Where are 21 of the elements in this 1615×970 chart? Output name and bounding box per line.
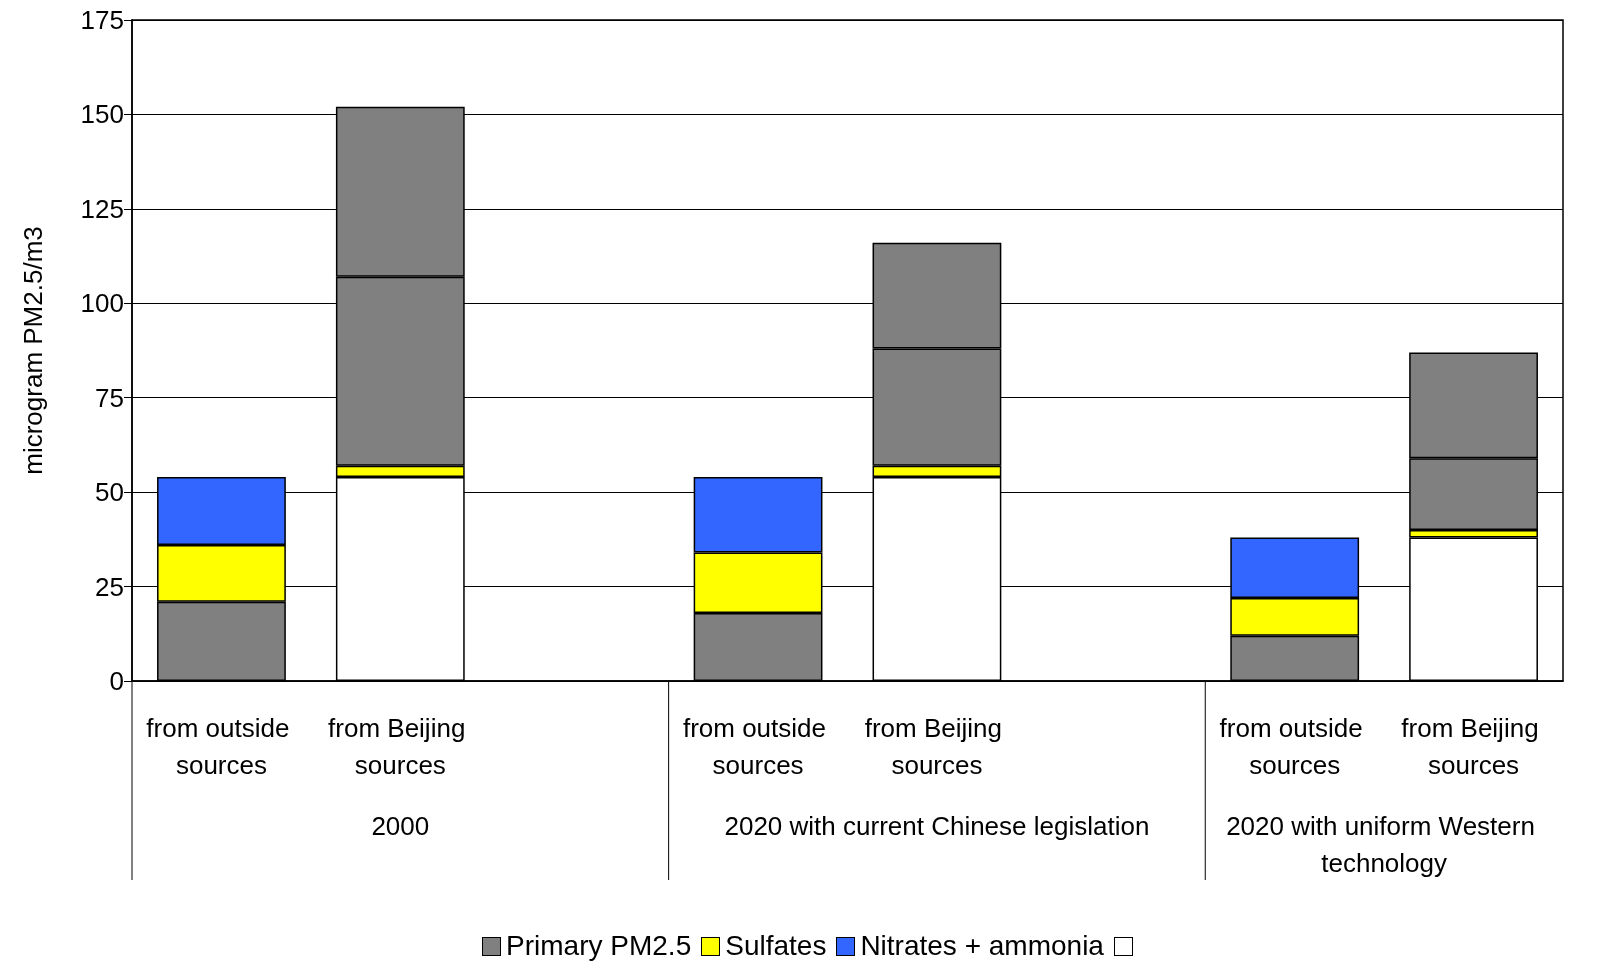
y-tick-label: 0 <box>109 666 124 696</box>
text: 2020 with current Chinese legislation <box>724 810 1150 841</box>
legend-label: Nitrates + ammonia <box>860 930 1104 962</box>
text: 2000 <box>371 810 430 841</box>
y-tick-label: 25 <box>95 571 124 602</box>
y-axis-title: microgram PM2.5/m3 <box>18 226 48 475</box>
legend-label: Sulfates <box>725 930 827 962</box>
y-tick-label: 150 <box>80 99 124 130</box>
legend-label: Primary PM2.5 <box>506 930 692 962</box>
y-tick-label: 50 <box>95 477 124 508</box>
x-tick-label: from Beijing sources <box>1401 712 1546 780</box>
y-tick-label: 100 <box>80 288 124 319</box>
y-tick-label: 75 <box>95 382 124 413</box>
text: 2020 with uniform Western technology <box>1226 810 1543 878</box>
y-tick-label: 125 <box>80 193 124 224</box>
y-tick-label: 175 <box>80 5 124 35</box>
x-tick-label: from outside sources <box>1219 712 1370 780</box>
x-tick-label: from outside sources <box>682 712 834 780</box>
x-tick-label: from Beijing sources <box>328 712 473 780</box>
x-tick-label: from outside sources <box>146 712 297 780</box>
x-tick-label: from Beijing sources <box>864 712 1010 780</box>
